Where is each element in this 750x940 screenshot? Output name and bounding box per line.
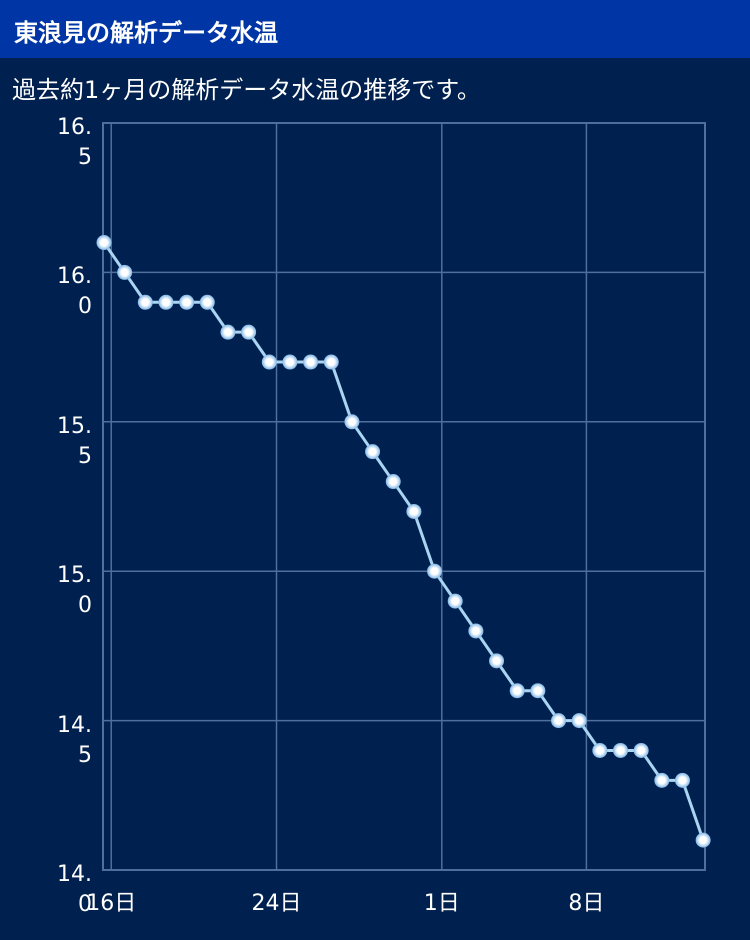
- y-tick-label: 16.0: [57, 264, 92, 320]
- y-tick-label: 15.0: [57, 563, 92, 619]
- y-tick-label: 15.5: [57, 413, 92, 469]
- point: [695, 832, 711, 848]
- point: [261, 354, 277, 370]
- point: [303, 354, 319, 370]
- point: [179, 294, 195, 310]
- y-tick-label: 16.5: [57, 115, 92, 170]
- point: [509, 683, 525, 699]
- subtitle: 過去約1ヶ月の解析データ水温の推移です。: [12, 76, 481, 104]
- x-tick-label: 1日: [424, 891, 460, 916]
- point: [447, 593, 463, 609]
- point: [158, 294, 174, 310]
- x-tick-label: 8日: [568, 891, 604, 916]
- x-tick-label: 24日: [252, 891, 302, 916]
- point: [137, 294, 153, 310]
- point: [220, 324, 236, 340]
- point: [323, 354, 339, 370]
- point: [199, 294, 215, 310]
- point: [633, 742, 649, 758]
- y-tick-label: 14.5: [57, 712, 92, 768]
- point: [241, 324, 257, 340]
- x-tick-label: 16日: [86, 891, 136, 916]
- y-tick-label: 14.0: [57, 862, 92, 917]
- point: [344, 414, 360, 430]
- point: [489, 653, 505, 669]
- header-title: 東浪見の解析データ水温: [14, 19, 278, 47]
- point: [365, 444, 381, 460]
- point: [571, 713, 587, 729]
- point: [654, 772, 670, 788]
- point: [674, 772, 690, 788]
- point: [427, 563, 443, 579]
- point: [530, 683, 546, 699]
- point: [613, 742, 628, 758]
- point: [282, 354, 298, 370]
- point: [117, 264, 133, 280]
- point: [96, 235, 112, 251]
- point: [385, 474, 401, 490]
- point: [468, 623, 484, 639]
- point: [406, 503, 422, 519]
- point: [551, 713, 567, 729]
- point: [592, 742, 608, 758]
- header: 東浪見の解析データ水温: [0, 0, 750, 58]
